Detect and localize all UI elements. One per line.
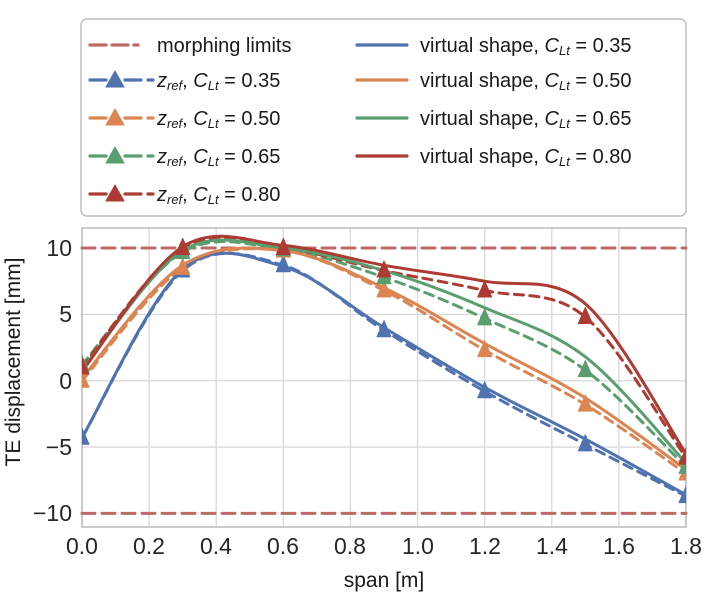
svg-text:morphing limits: morphing limits [157, 35, 291, 57]
svg-text:10: 10 [46, 235, 72, 261]
svg-text:1.2: 1.2 [469, 533, 501, 559]
svg-text:1.8: 1.8 [670, 533, 702, 559]
svg-text:0.6: 0.6 [267, 533, 299, 559]
svg-text:0.4: 0.4 [200, 533, 232, 559]
svg-text:−10: −10 [33, 500, 72, 526]
svg-text:0.2: 0.2 [133, 533, 165, 559]
svg-text:TE displacement [mm]: TE displacement [mm] [2, 258, 25, 467]
svg-text:−5: −5 [46, 434, 72, 460]
svg-text:virtual shape, CLt = 0.80: virtual shape, CLt = 0.80 [420, 146, 632, 169]
svg-text:1.6: 1.6 [603, 533, 635, 559]
svg-text:1.0: 1.0 [402, 533, 434, 559]
svg-text:virtual shape, CLt = 0.50: virtual shape, CLt = 0.50 [420, 70, 632, 93]
svg-text:0: 0 [59, 368, 72, 394]
svg-text:span [m]: span [m] [344, 569, 425, 592]
svg-text:virtual shape, CLt = 0.65: virtual shape, CLt = 0.65 [420, 108, 632, 131]
svg-text:virtual shape, CLt = 0.35: virtual shape, CLt = 0.35 [420, 35, 632, 58]
svg-text:5: 5 [59, 301, 72, 327]
svg-text:1.4: 1.4 [536, 533, 568, 559]
svg-text:0.0: 0.0 [66, 533, 98, 559]
svg-text:0.8: 0.8 [334, 533, 366, 559]
